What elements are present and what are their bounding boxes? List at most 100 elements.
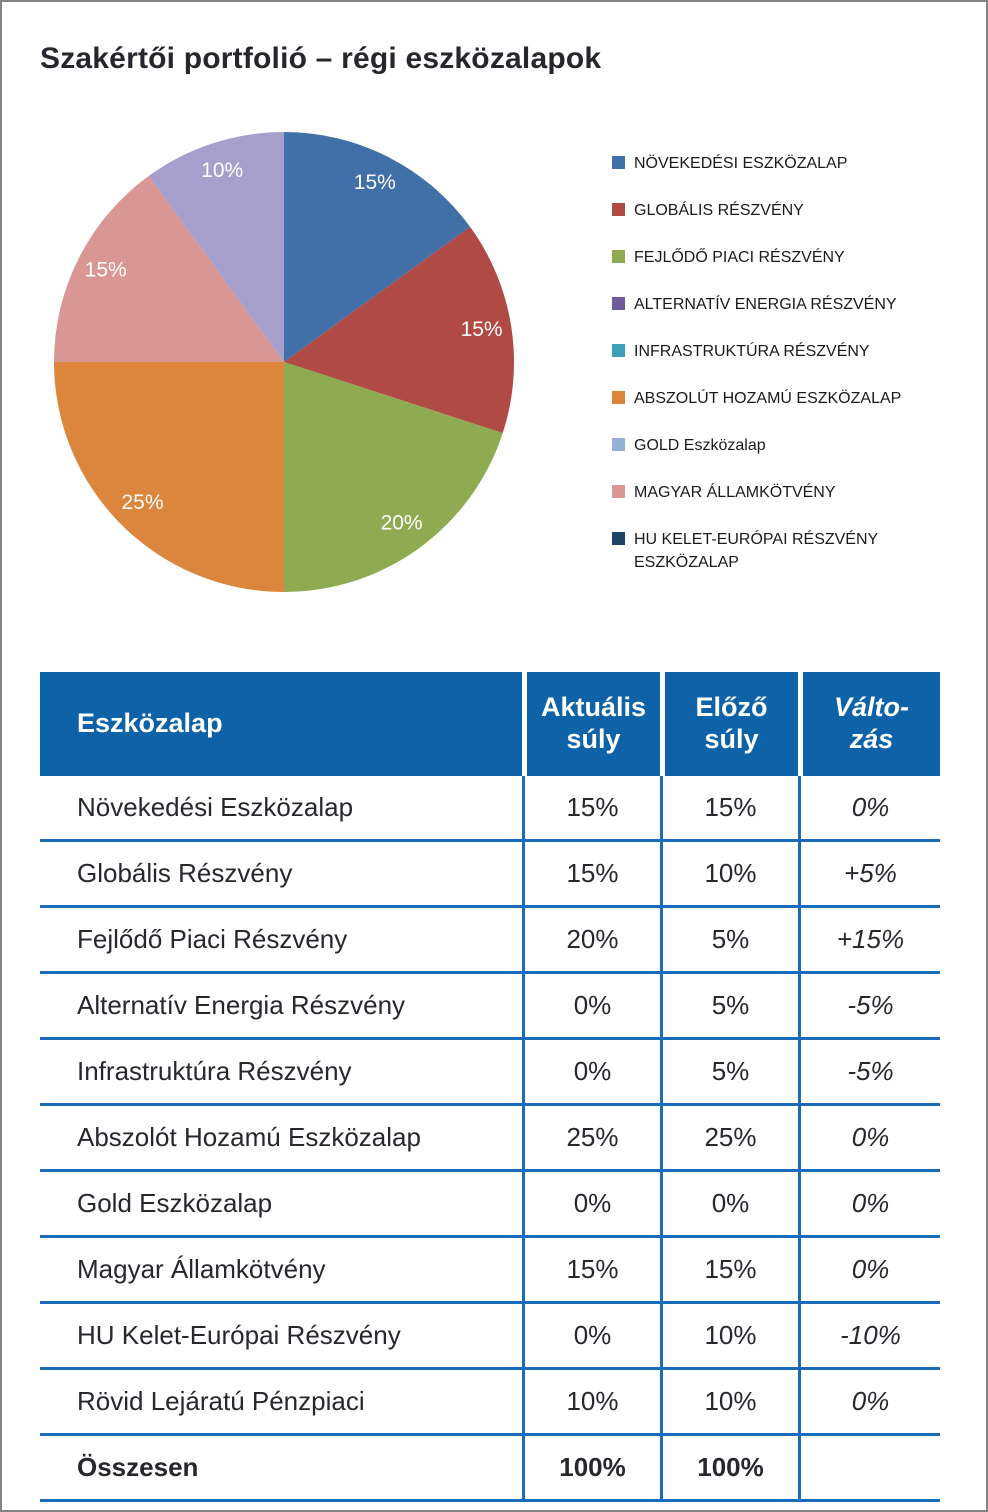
previous-weight-cell: 15% xyxy=(660,776,798,839)
fund-name-cell: Magyar Államkötvény xyxy=(77,1254,326,1284)
pie-slice xyxy=(54,362,284,592)
pie-slice xyxy=(284,226,514,434)
change-cell: -10% xyxy=(798,1304,940,1367)
col-header-change: Válto- zás xyxy=(798,672,940,776)
previous-weight-cell: 10% xyxy=(660,842,798,905)
table-row: Rövid Lejáratú Pénzpiaci 10% 10% 0% xyxy=(40,1370,940,1436)
table-row: Fejlődő Piaci Részvény 20% 5% +15% xyxy=(40,908,940,974)
col-header-previous-weight: Előző súly xyxy=(660,672,798,776)
previous-weight-cell: 10% xyxy=(660,1370,798,1433)
fund-name-cell: HU Kelet-Európai Részvény xyxy=(77,1320,401,1350)
change-cell: 0% xyxy=(798,1106,940,1169)
current-weight-cell: 25% xyxy=(522,1106,660,1169)
legend-swatch-icon xyxy=(612,250,625,263)
legend-swatch-icon xyxy=(612,438,625,451)
legend-item: FEJLŐDŐ PIACI RÉSZVÉNY xyxy=(612,246,974,269)
pie-slice-label: 25% xyxy=(121,491,163,514)
change-cell: 0% xyxy=(798,1172,940,1235)
previous-weight-cell: 5% xyxy=(660,908,798,971)
previous-weight-cell: 0% xyxy=(660,1172,798,1235)
current-weight-cell: 15% xyxy=(522,776,660,839)
fund-name-cell: Rövid Lejáratú Pénzpiaci xyxy=(77,1386,365,1416)
pie-slice xyxy=(284,132,471,362)
table-row: Gold Eszközalap 0% 0% 0% xyxy=(40,1172,940,1238)
legend-swatch-icon xyxy=(612,532,625,545)
change-cell: -5% xyxy=(798,974,940,1037)
pie-slice-label: 10% xyxy=(201,159,243,182)
change-cell: +5% xyxy=(798,842,940,905)
legend-label: ALTERNATÍV ENERGIA RÉSZVÉNY xyxy=(634,296,897,313)
table-row: Infrastruktúra Részvény 0% 5% -5% xyxy=(40,1040,940,1106)
previous-weight-cell: 5% xyxy=(660,1040,798,1103)
change-cell: 0% xyxy=(798,776,940,839)
legend-label: MAGYAR ÁLLAMKÖTVÉNY xyxy=(634,484,836,501)
previous-weight-cell: 100% xyxy=(660,1436,798,1499)
previous-weight-cell: 25% xyxy=(660,1106,798,1169)
allocation-table: Eszközalap Aktuális súly Előző súly Vált… xyxy=(40,672,940,1502)
legend-label: GOLD Eszközalap xyxy=(634,437,766,454)
change-cell xyxy=(798,1436,940,1499)
change-cell: 0% xyxy=(798,1238,940,1301)
legend-swatch-icon xyxy=(612,203,625,216)
fund-name-cell: Alternatív Energia Részvény xyxy=(77,990,406,1020)
table-header-row: Eszközalap Aktuális súly Előző súly Vált… xyxy=(40,672,940,776)
legend-item: ABSZOLÚT HOZAMÚ ESZKÖZALAP xyxy=(612,387,974,410)
fund-name-cell: Növekedési Eszközalap xyxy=(77,792,354,822)
table-row: Alternatív Energia Részvény 0% 5% -5% xyxy=(40,974,940,1040)
pie-slice xyxy=(148,132,284,362)
fund-name-cell: Fejlődő Piaci Részvény xyxy=(77,924,348,954)
current-weight-cell: 15% xyxy=(522,1238,660,1301)
legend-item: INFRASTRUKTÚRA RÉSZVÉNY xyxy=(612,340,974,363)
pie-slice-label: 15% xyxy=(354,171,396,194)
current-weight-cell: 0% xyxy=(522,1304,660,1367)
legend-swatch-icon xyxy=(612,297,625,310)
table-row: Globális Részvény 15% 10% +5% xyxy=(40,842,940,908)
change-cell: +15% xyxy=(798,908,940,971)
table-total-row: Összesen 100% 100% xyxy=(40,1436,940,1502)
col-header-fund: Eszközalap xyxy=(77,708,223,739)
legend-label: HU KELET-EURÓPAI RÉSZVÉNY ESZKÖZALAP xyxy=(634,531,879,571)
current-weight-cell: 0% xyxy=(522,974,660,1037)
current-weight-cell: 10% xyxy=(522,1370,660,1433)
fund-name-cell: Globális Részvény xyxy=(77,858,293,888)
col-header-current-weight: Aktuális súly xyxy=(522,672,660,776)
previous-weight-cell: 10% xyxy=(660,1304,798,1367)
legend-item: GLOBÁLIS RÉSZVÉNY xyxy=(612,199,974,222)
legend-label: INFRASTRUKTÚRA RÉSZVÉNY xyxy=(634,343,870,360)
legend-label: ABSZOLÚT HOZAMÚ ESZKÖZALAP xyxy=(634,390,902,407)
legend-item: MAGYAR ÁLLAMKÖTVÉNY xyxy=(612,481,974,504)
legend-swatch-icon xyxy=(612,391,625,404)
legend-item: ALTERNATÍV ENERGIA RÉSZVÉNY xyxy=(612,293,974,316)
change-cell: 0% xyxy=(798,1370,940,1433)
current-weight-cell: 20% xyxy=(522,908,660,971)
legend-label: FEJLŐDŐ PIACI RÉSZVÉNY xyxy=(634,249,845,266)
legend-swatch-icon xyxy=(612,156,625,169)
current-weight-cell: 0% xyxy=(522,1040,660,1103)
table-body: Növekedési Eszközalap 15% 15% 0% Globális Ré… xyxy=(40,776,940,1502)
previous-weight-cell: 5% xyxy=(660,974,798,1037)
legend-item: HU KELET-EURÓPAI RÉSZVÉNY ESZKÖZALAP xyxy=(612,528,974,574)
pie-slice xyxy=(54,175,284,362)
table-row: Növekedési Eszközalap 15% 15% 0% xyxy=(40,776,940,842)
current-weight-cell: 15% xyxy=(522,842,660,905)
table-row: Magyar Államkötvény 15% 15% 0% xyxy=(40,1238,940,1304)
fund-name-cell: Gold Eszközalap xyxy=(77,1188,273,1218)
legend-swatch-icon xyxy=(612,344,625,357)
fund-name-cell: Összesen xyxy=(77,1452,199,1482)
legend-label: NÖVEKEDÉSI ESZKÖZALAP xyxy=(634,155,848,172)
legend-label: GLOBÁLIS RÉSZVÉNY xyxy=(634,202,804,219)
table-row: Abszolót Hozamú Eszközalap 25% 25% 0% xyxy=(40,1106,940,1172)
pie-slice xyxy=(284,362,503,592)
fund-name-cell: Abszolót Hozamú Eszközalap xyxy=(77,1122,421,1152)
change-cell: -5% xyxy=(798,1040,940,1103)
previous-weight-cell: 15% xyxy=(660,1238,798,1301)
current-weight-cell: 0% xyxy=(522,1172,660,1235)
legend-item: GOLD Eszközalap xyxy=(612,434,974,457)
legend-item: NÖVEKEDÉSI ESZKÖZALAP xyxy=(612,152,974,175)
table-row: HU Kelet-Európai Részvény 0% 10% -10% xyxy=(40,1304,940,1370)
fund-name-cell: Infrastruktúra Részvény xyxy=(77,1056,352,1086)
pie-chart: 15% 15% 20% 25% 15% 10% xyxy=(54,132,514,592)
pie-slice-label: 20% xyxy=(381,511,423,534)
legend-swatch-icon xyxy=(612,485,625,498)
